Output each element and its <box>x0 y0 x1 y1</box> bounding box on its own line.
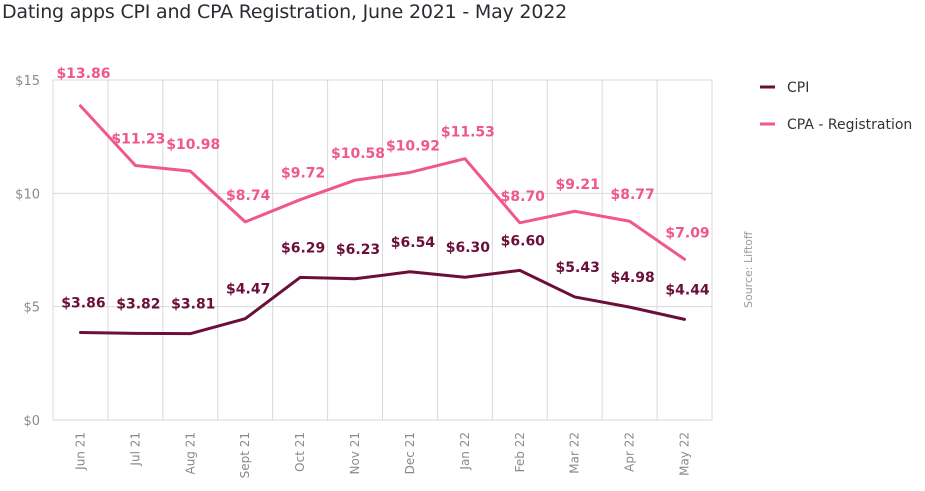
cpi-series-line <box>78 268 687 336</box>
x-tick-label: Nov 21 <box>348 432 362 475</box>
x-tick-label: Apr 22 <box>623 432 637 472</box>
cpa-data-label: $10.58 <box>331 146 385 162</box>
legend-cpa-label: CPA - Registration <box>787 117 912 133</box>
y-tick-label: $0 <box>23 414 40 429</box>
cpi-data-label: $3.82 <box>116 296 160 312</box>
x-tick-label: Jul 21 <box>128 432 142 467</box>
source-note: Source: Liftoff <box>742 231 755 308</box>
cpa-data-label: $8.74 <box>226 188 271 204</box>
cpa-data-label: $8.77 <box>610 187 654 203</box>
x-tick-label: Aug 21 <box>183 432 197 475</box>
cpi-data-label: $4.47 <box>226 282 270 298</box>
cpi-data-label: $6.23 <box>336 242 380 258</box>
series-lines <box>78 104 687 336</box>
x-tick-label: May 22 <box>678 432 692 476</box>
x-tick-label: Oct 21 <box>293 432 307 472</box>
cpa-data-label: $8.70 <box>501 189 546 205</box>
cpi-data-label: $6.29 <box>281 240 325 256</box>
x-tick-label: Feb 22 <box>513 432 527 472</box>
cpa-data-label: $10.92 <box>386 138 440 154</box>
x-tick-label: Mar 22 <box>568 432 582 474</box>
cpi-data-label: $3.86 <box>61 296 105 312</box>
y-tick-label: $5 <box>23 301 40 316</box>
legend: CPI CPA - Registration <box>760 80 912 133</box>
x-axis-ticks: Jun 21 Jul 21 Aug 21 Sept 21 Oct 21 Nov 21 Dec… <box>73 432 691 478</box>
cpa-data-label: $11.23 <box>111 131 165 147</box>
cpi-data-label: $4.44 <box>665 282 710 298</box>
cpi-data-label: $6.30 <box>446 240 491 256</box>
cpa-data-label: $9.21 <box>556 177 600 193</box>
gridlines <box>52 79 713 421</box>
chart-title: Dating apps CPI and CPA Registration, Ju… <box>2 1 567 23</box>
cpi-data-label: $4.98 <box>610 270 654 286</box>
data-labels: $3.86 $3.82 $3.81 $4.47 $6.29 $6.23 $6.54 $6.30… <box>56 66 709 313</box>
cpa-data-label: $11.53 <box>441 125 495 141</box>
y-axis-ticks: $0 $5 $10 $15 <box>15 74 40 429</box>
cpi-data-label: $5.43 <box>556 260 600 276</box>
cpa-data-label: $9.72 <box>281 166 325 182</box>
x-tick-label: Dec 21 <box>403 432 417 474</box>
cpi-data-label: $6.60 <box>501 233 546 249</box>
cpi-data-label: $6.54 <box>391 235 436 251</box>
y-tick-label: $10 <box>15 187 40 202</box>
y-tick-label: $15 <box>15 74 40 89</box>
x-tick-label: Jun 21 <box>73 432 87 471</box>
cpa-data-label: $13.86 <box>56 66 110 82</box>
cpi-data-label: $3.81 <box>171 297 215 313</box>
cpa-series-line <box>78 104 687 261</box>
cpa-data-label: $10.98 <box>166 137 220 153</box>
x-tick-label: Jan 22 <box>458 432 472 471</box>
x-tick-label: Sept 21 <box>238 432 252 478</box>
cpa-data-label: $7.09 <box>665 225 709 241</box>
legend-cpi-label: CPI <box>787 80 809 96</box>
